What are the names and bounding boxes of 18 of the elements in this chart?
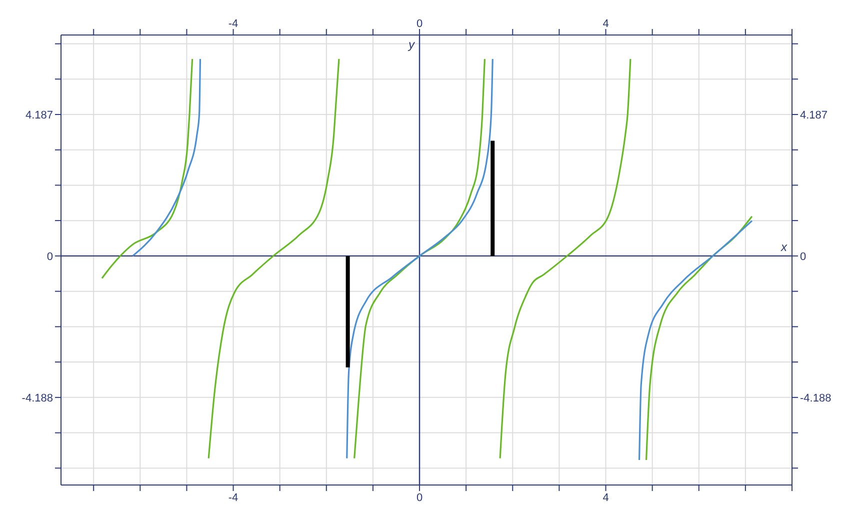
x2-tick-label: -4 <box>228 492 238 504</box>
x2-tick-label: 4 <box>602 492 609 504</box>
y2-tick-label: 4.187 <box>800 109 828 122</box>
y2-tick-label: 0 <box>800 250 806 263</box>
y-axis-title: y <box>408 38 416 52</box>
y-tick-label: 0 <box>46 250 53 263</box>
x2-tick-label: 0 <box>416 492 423 504</box>
x-tick-label: 0 <box>416 18 423 30</box>
x-axis-title: x <box>780 240 788 254</box>
line-series <box>499 58 632 460</box>
y2-tick-label: -4.188 <box>800 392 832 404</box>
x-tick-label: -4 <box>228 18 238 30</box>
y-tick-label: -4.188 <box>22 392 53 404</box>
y-tick-label: 4.187 <box>25 109 53 122</box>
line-series <box>132 58 202 257</box>
line-series <box>208 58 340 460</box>
x-tick-label: 4 <box>602 18 609 30</box>
line-series <box>101 58 194 280</box>
